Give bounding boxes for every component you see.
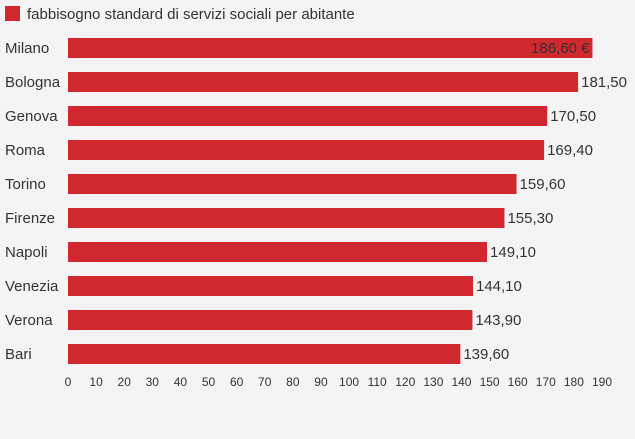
x-tick-label: 0 <box>65 375 72 389</box>
bar[interactable] <box>68 140 545 160</box>
bar[interactable] <box>68 310 473 330</box>
bar[interactable] <box>68 72 579 92</box>
x-tick-label: 190 <box>592 375 612 389</box>
x-tick-label: 90 <box>314 375 328 389</box>
legend[interactable]: fabbisogno standard di servizi sociali p… <box>5 6 355 23</box>
x-tick-label: 160 <box>508 375 528 389</box>
x-tick-label: 180 <box>564 375 584 389</box>
value-label: 139,60 <box>463 346 509 363</box>
value-label: 155,30 <box>507 210 553 227</box>
bars-layer: Milano 186,60 € Bologna 181,50 Genova 170,50 R… <box>5 38 627 364</box>
category-label: Bologna <box>5 74 61 91</box>
x-axis: 0 10 20 30 40 50 60 70 80 90 100 110 120 130 140 150 160… <box>65 375 613 389</box>
category-label: Napoli <box>5 244 48 261</box>
category-label: Bari <box>5 346 32 363</box>
x-tick-label: 150 <box>480 375 500 389</box>
x-tick-label: 130 <box>423 375 443 389</box>
value-label: 143,90 <box>475 312 521 329</box>
x-tick-label: 70 <box>258 375 272 389</box>
x-tick-label: 30 <box>146 375 160 389</box>
bar[interactable] <box>68 208 505 228</box>
value-label: 149,10 <box>490 244 536 261</box>
category-label: Roma <box>5 142 46 159</box>
x-tick-label: 110 <box>368 375 387 389</box>
x-tick-label: 10 <box>89 375 103 389</box>
value-label: 144,10 <box>476 278 522 295</box>
x-tick-label: 40 <box>174 375 188 389</box>
legend-swatch <box>5 6 20 21</box>
value-label: 181,50 <box>581 74 627 91</box>
x-tick-label: 80 <box>286 375 300 389</box>
x-tick-label: 50 <box>202 375 216 389</box>
bar[interactable] <box>68 174 517 194</box>
x-tick-label: 140 <box>451 375 471 389</box>
bar[interactable] <box>68 276 473 296</box>
category-label: Milano <box>5 40 49 57</box>
value-label: 186,60 € <box>531 40 590 57</box>
bar[interactable] <box>68 106 548 126</box>
bar[interactable] <box>68 344 461 364</box>
bar[interactable] <box>68 38 593 58</box>
category-label: Torino <box>5 176 46 193</box>
x-tick-label: 60 <box>230 375 244 389</box>
category-label: Venezia <box>5 278 59 295</box>
bar[interactable] <box>68 242 488 262</box>
value-label: 159,60 <box>520 176 566 193</box>
value-label: 169,40 <box>547 142 593 159</box>
x-tick-label: 100 <box>339 375 359 389</box>
x-tick-label: 120 <box>395 375 415 389</box>
category-label: Genova <box>5 108 58 125</box>
x-tick-label: 170 <box>536 375 556 389</box>
category-label: Verona <box>5 312 53 329</box>
category-label: Firenze <box>5 210 55 227</box>
value-label: 170,50 <box>550 108 596 125</box>
x-tick-label: 20 <box>118 375 132 389</box>
legend-label: fabbisogno standard di servizi sociali p… <box>27 6 355 23</box>
